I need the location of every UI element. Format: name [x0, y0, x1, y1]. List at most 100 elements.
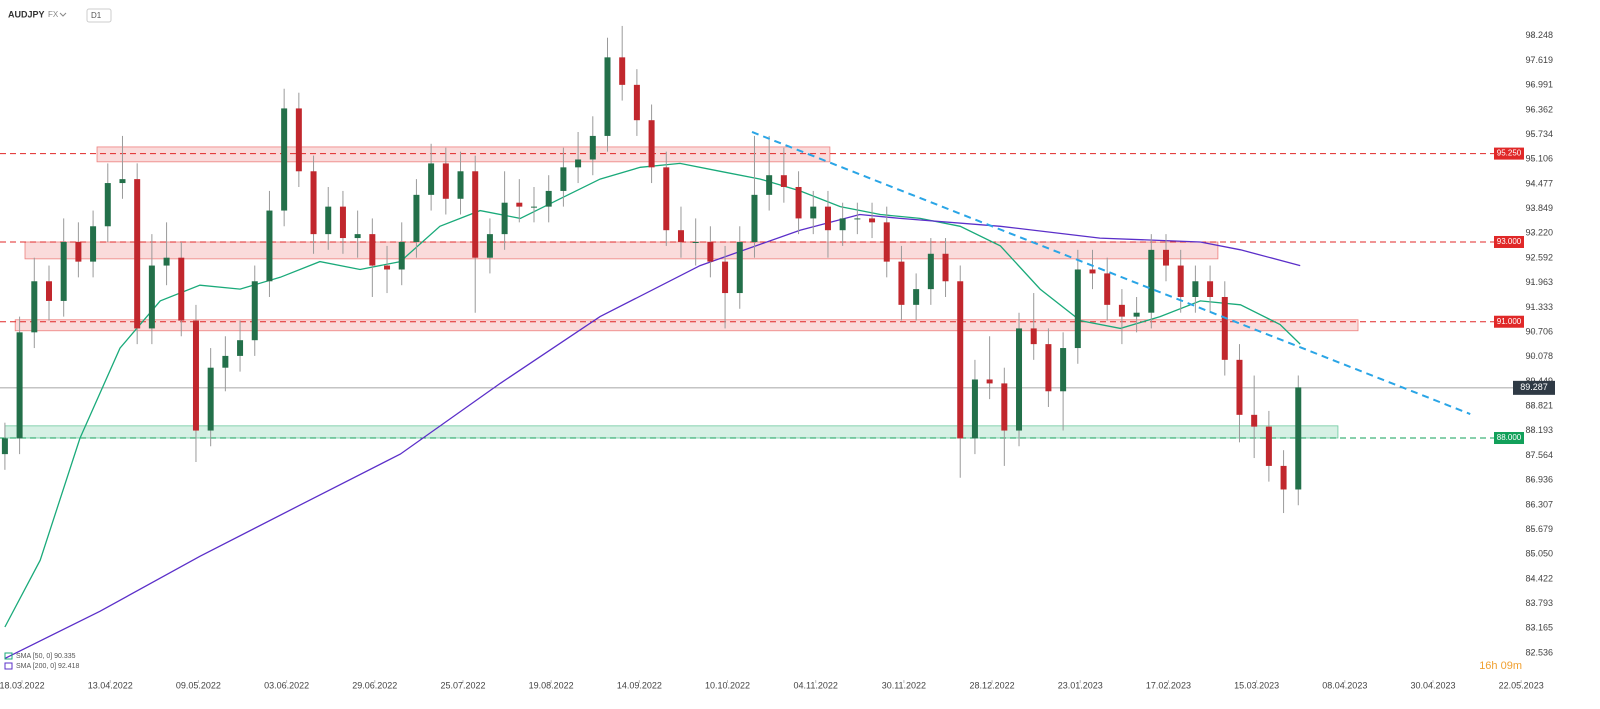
- candle-body: [751, 194, 758, 242]
- candle-body: [237, 340, 244, 356]
- sma-line: [4, 162, 1301, 628]
- candle-body: [824, 206, 831, 231]
- candle-body: [707, 241, 714, 262]
- y-tick-label: 85.050: [1525, 549, 1553, 559]
- zone: [96, 146, 831, 163]
- level-label: 95.250: [1497, 149, 1522, 158]
- interval[interactable]: D1: [91, 11, 102, 20]
- candle-body: [16, 332, 23, 439]
- candle-body: [780, 175, 787, 187]
- y-tick-label: 91.963: [1525, 277, 1553, 287]
- x-tick-label: 09.05.2022: [176, 680, 221, 690]
- candle-body: [1177, 265, 1184, 297]
- candle-body: [119, 179, 126, 184]
- x-tick-label: 17.02.2023: [1146, 680, 1191, 690]
- candle-body: [1207, 281, 1214, 297]
- x-tick-label: 13.04.2022: [88, 680, 133, 690]
- candle-body: [207, 367, 214, 431]
- y-tick-label: 96.991: [1525, 80, 1553, 90]
- candle-body: [163, 257, 170, 266]
- candle-body: [913, 289, 920, 305]
- x-tick-label: 14.09.2022: [617, 680, 662, 690]
- candle-body: [1148, 249, 1155, 313]
- x-tick-label: 25.07.2022: [440, 680, 485, 690]
- sma-line: [4, 213, 1301, 659]
- y-tick-label: 95.734: [1525, 129, 1553, 139]
- y-tick-label: 98.248: [1525, 30, 1553, 40]
- candle-body: [45, 281, 52, 301]
- candle-body: [1060, 348, 1067, 392]
- candle-body: [90, 226, 97, 262]
- candle-body: [575, 159, 582, 168]
- candle-body: [222, 355, 229, 368]
- candle-body: [1265, 426, 1272, 466]
- y-tick-label: 86.936: [1525, 475, 1553, 485]
- candle-body: [766, 175, 773, 195]
- x-tick-label: 19.08.2022: [529, 680, 574, 690]
- market-caret: [59, 12, 67, 17]
- candle-body: [663, 167, 670, 231]
- trendline: [751, 131, 1471, 415]
- candle-body: [1089, 269, 1096, 274]
- y-tick-label: 91.333: [1525, 302, 1553, 312]
- candle-body: [266, 210, 273, 282]
- x-tick-label: 30.11.2022: [882, 680, 926, 690]
- candle-body: [413, 194, 420, 242]
- y-tick-label: 88.821: [1525, 401, 1553, 411]
- y-tick-label: 85.679: [1525, 524, 1553, 534]
- level-label: 88.000: [1497, 433, 1522, 442]
- y-tick-label: 87.564: [1525, 450, 1553, 460]
- candle-body: [1104, 273, 1111, 305]
- legend-swatch: [4, 662, 13, 670]
- candle-body: [1236, 359, 1243, 415]
- candle-body: [295, 108, 302, 172]
- y-tick-label: 94.477: [1525, 178, 1553, 188]
- zone: [24, 241, 1219, 260]
- candle-body: [648, 120, 655, 168]
- y-tick-label: 88.193: [1525, 425, 1553, 435]
- candle-body: [1221, 296, 1228, 360]
- candle-body: [736, 241, 743, 294]
- candle-body: [369, 234, 376, 266]
- candle-body: [1118, 304, 1125, 317]
- y-tick-label: 92.592: [1525, 252, 1553, 262]
- candle-body: [854, 218, 861, 220]
- candle-body: [1192, 281, 1199, 297]
- level-label: 91.000: [1497, 317, 1522, 326]
- candle-body: [75, 241, 82, 262]
- candle-body: [516, 202, 523, 207]
- candle-body: [398, 241, 405, 270]
- timer: 16h 09m: [1479, 660, 1522, 672]
- last-price-label: 89.287: [1520, 382, 1548, 392]
- level-tag: [1494, 147, 1524, 160]
- candle-body: [927, 253, 934, 290]
- candle-body: [148, 265, 155, 329]
- level-tag: [1494, 315, 1524, 328]
- market: FX: [48, 10, 59, 19]
- y-tick-label: 96.362: [1525, 104, 1553, 114]
- candle-body: [839, 218, 846, 231]
- legend-entry: SMA [50, 0] 90.335: [16, 653, 76, 660]
- candle-body: [677, 230, 684, 242]
- candle-body: [633, 84, 640, 121]
- x-tick-label: 22.05.2023: [1499, 680, 1544, 690]
- candle-body: [722, 261, 729, 294]
- x-tick-label: 23.01.2023: [1058, 680, 1103, 690]
- candle-body: [472, 171, 479, 258]
- x-tick-label: 10.10.2022: [705, 680, 750, 690]
- x-tick-label: 03.06.2022: [264, 680, 309, 690]
- y-tick-label: 93.849: [1525, 203, 1553, 213]
- y-tick-label: 86.307: [1525, 499, 1553, 509]
- interval-select[interactable]: [86, 8, 112, 23]
- candle-body: [486, 234, 493, 258]
- candle-body: [604, 57, 611, 136]
- candle-body: [1016, 328, 1023, 431]
- candle-body: [1045, 344, 1052, 392]
- candle-body: [1074, 269, 1081, 349]
- candle-body: [1030, 328, 1037, 345]
- y-tick-label: 97.619: [1525, 55, 1553, 65]
- candle-body: [1280, 465, 1287, 490]
- candle-body: [1295, 387, 1302, 490]
- y-tick-label: 83.793: [1525, 598, 1553, 608]
